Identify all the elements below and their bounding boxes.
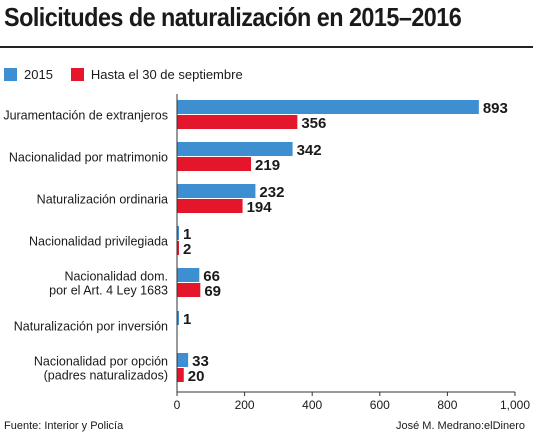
legend-label-2015: 2015 xyxy=(24,66,53,82)
data-label: 1 xyxy=(183,226,191,243)
data-label: 356 xyxy=(301,115,326,132)
legend: 2015 Hasta el 30 de septiembre xyxy=(4,66,261,82)
x-tick-label: 200 xyxy=(235,398,255,412)
bar xyxy=(177,199,243,213)
bar xyxy=(177,268,200,282)
x-tick-label: 600 xyxy=(370,398,390,412)
bar xyxy=(177,100,479,114)
data-label: 219 xyxy=(255,157,280,174)
data-label: 69 xyxy=(204,283,221,300)
category-label: Naturalización por inversión xyxy=(14,320,168,334)
chart-title: Solicitudes de naturalización en 2015–20… xyxy=(4,2,462,32)
data-label: 342 xyxy=(297,142,322,159)
bar xyxy=(177,184,256,198)
data-label: 20 xyxy=(188,368,205,385)
title-divider xyxy=(0,46,533,48)
category-label: por el Art. 4 Ley 1683 xyxy=(49,284,168,298)
category-label: Nacionalidad por matrimonio xyxy=(9,151,168,165)
bar xyxy=(177,283,201,297)
category-label: Nacionalidad privilegiada xyxy=(29,235,168,249)
legend-swatch-2015 xyxy=(4,67,17,81)
x-tick-label: 800 xyxy=(437,398,457,412)
data-label: 194 xyxy=(247,199,273,216)
category-label: Juramentación de extranjeros xyxy=(3,109,168,123)
legend-item-2015: 2015 xyxy=(4,67,53,82)
legend-item-2016: Hasta el 30 de septiembre xyxy=(70,66,243,82)
data-label: 33 xyxy=(192,353,209,370)
data-label: 1 xyxy=(183,311,191,328)
legend-label-2016: Hasta el 30 de septiembre xyxy=(90,66,243,82)
category-label: (padres naturalizados) xyxy=(44,369,168,383)
bar xyxy=(177,241,179,255)
category-label: Nacionalidad por opción xyxy=(34,355,168,369)
category-label: Nacionalidad dom. xyxy=(64,270,168,284)
data-label: 232 xyxy=(259,184,284,201)
bar xyxy=(177,353,189,367)
data-label: 2 xyxy=(183,241,191,258)
source-note: Fuente: Interior y Policía xyxy=(4,420,124,432)
bar xyxy=(177,311,179,325)
x-tick-label: 400 xyxy=(302,398,322,412)
legend-swatch-2016 xyxy=(70,67,84,81)
data-label: 66 xyxy=(203,268,220,285)
credit-note: José M. Medrano:elDinero xyxy=(395,420,525,432)
x-tick-label: 0 xyxy=(174,398,181,412)
x-tick-label: 1,000 xyxy=(500,398,530,412)
bar xyxy=(177,226,179,240)
bar xyxy=(177,368,184,382)
bar xyxy=(177,157,252,171)
bar xyxy=(177,142,293,156)
data-label: 893 xyxy=(483,100,508,117)
category-label: Naturalización ordinaria xyxy=(37,193,168,207)
bar xyxy=(177,115,298,129)
